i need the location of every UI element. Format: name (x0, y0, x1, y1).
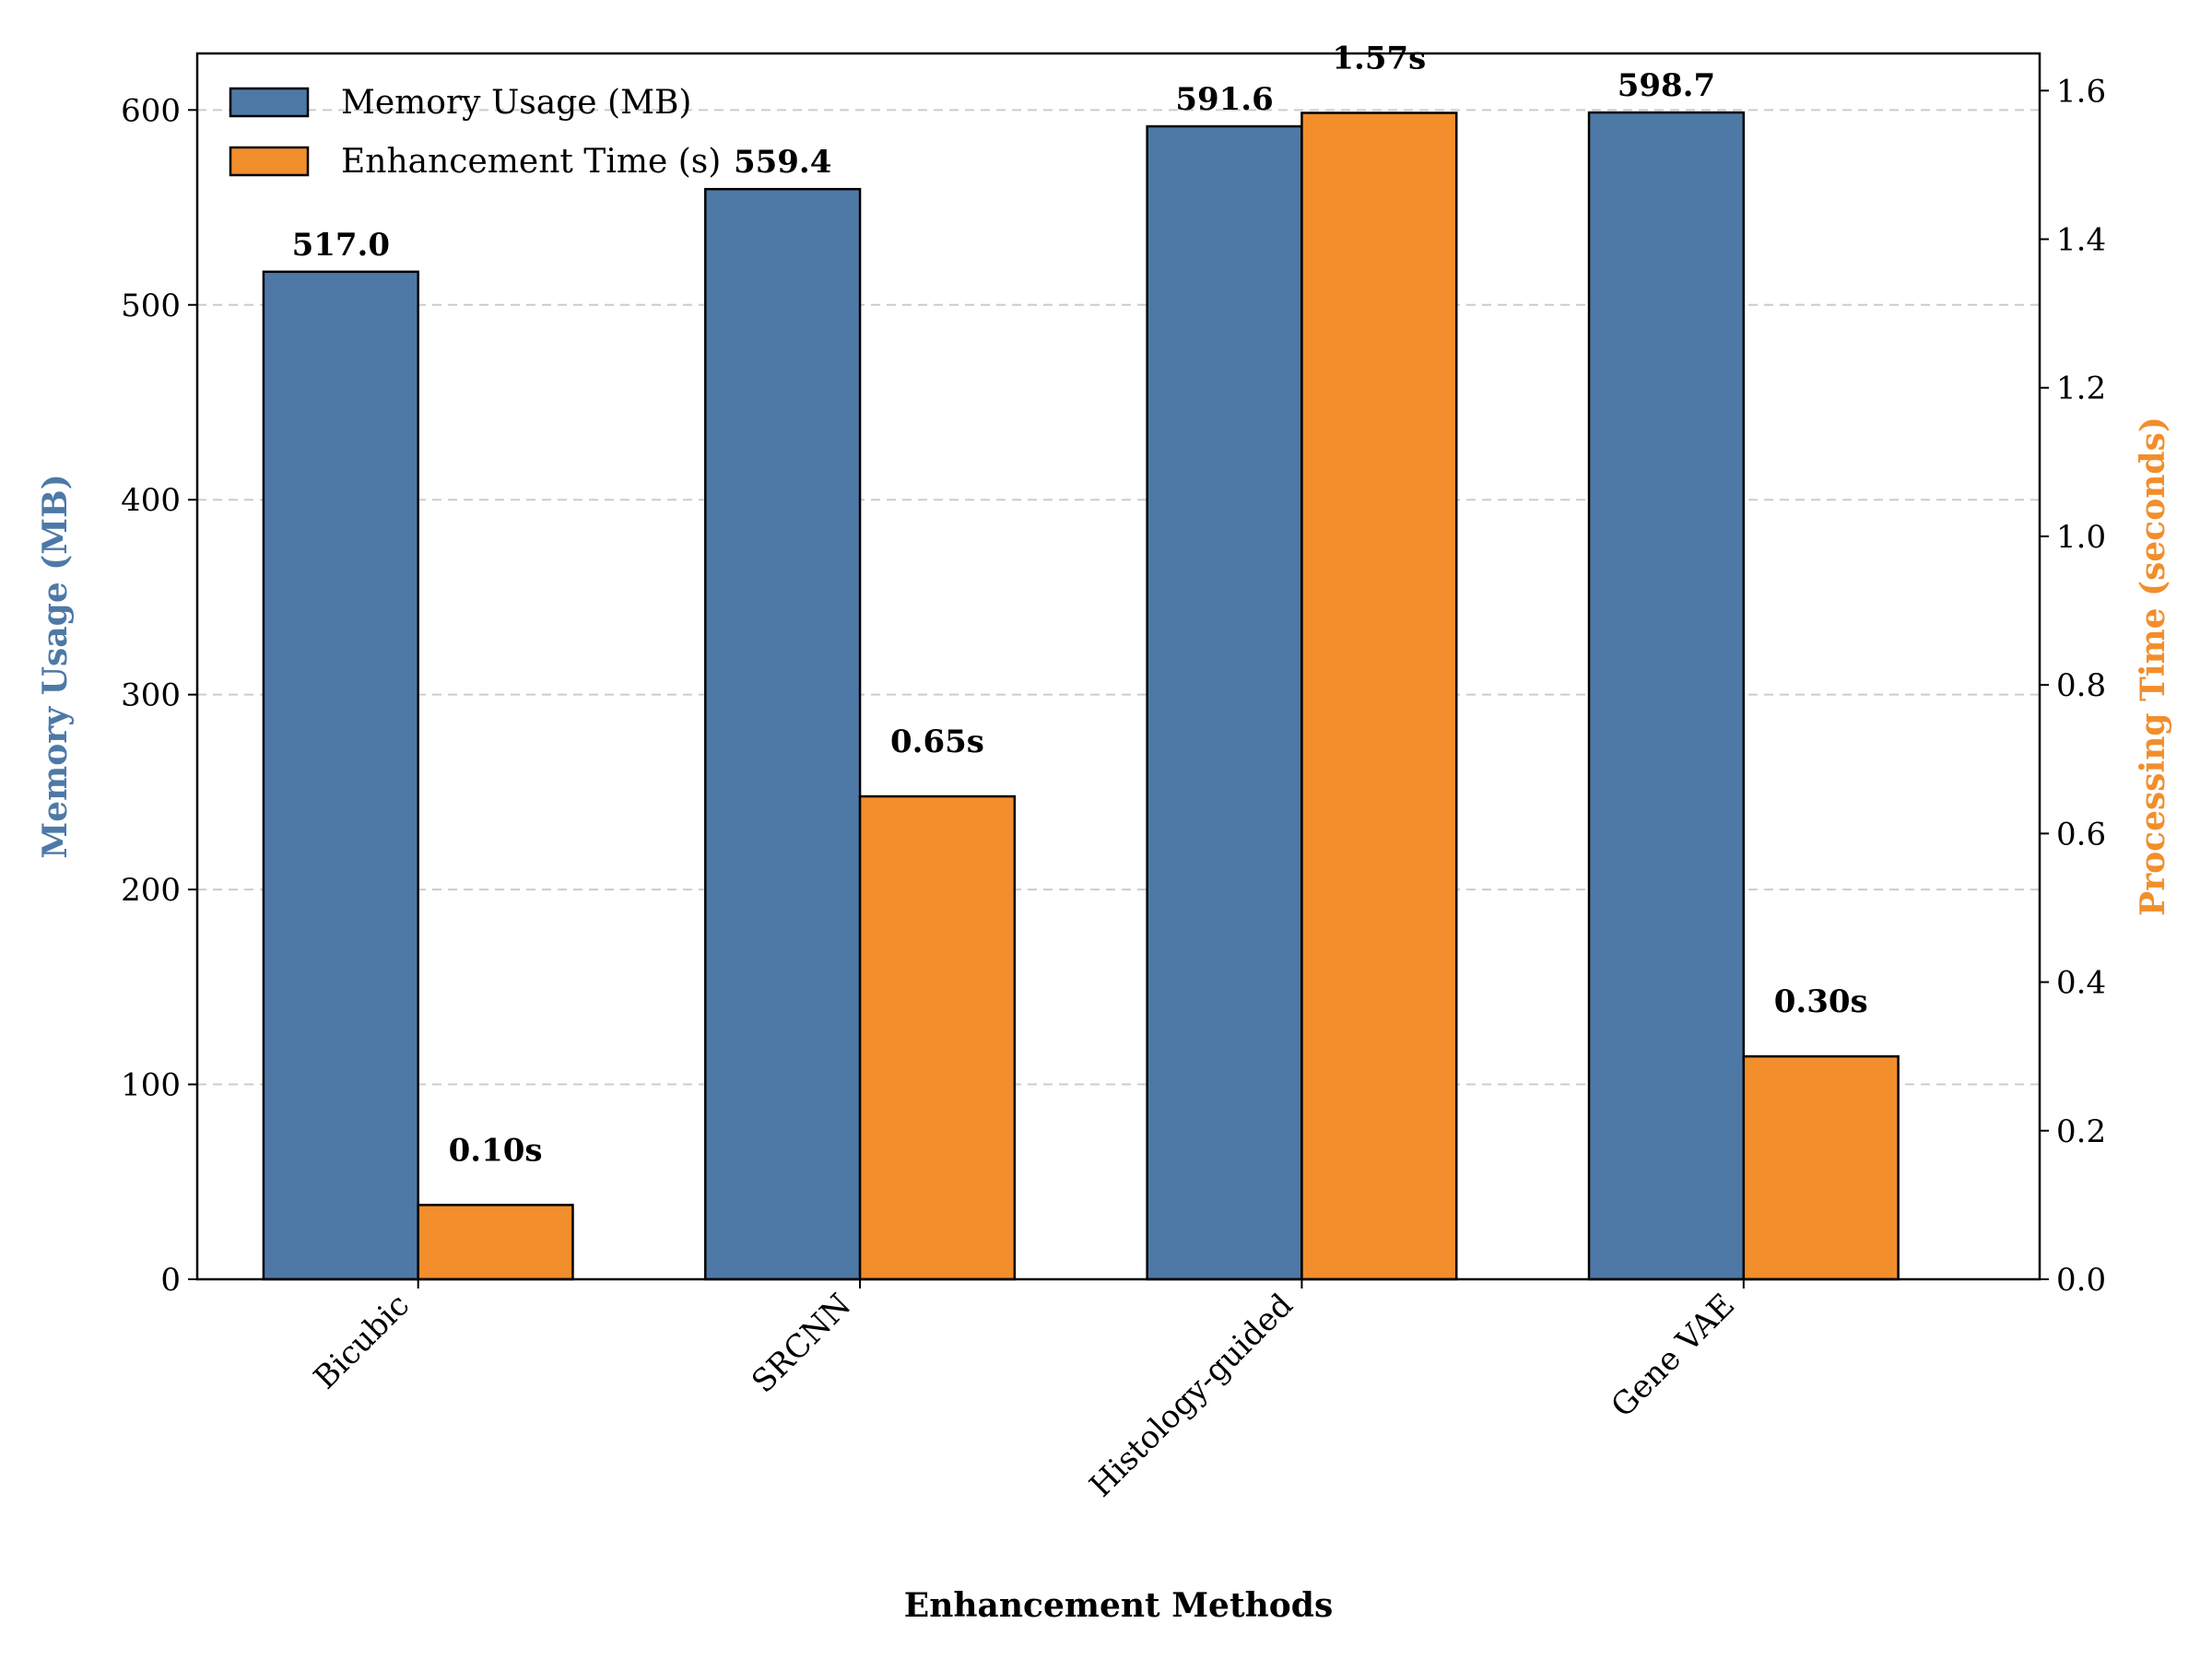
legend-label-memory: Memory Usage (MB) (341, 84, 691, 122)
time-bar (1742, 1054, 1900, 1281)
y2-tick-label: 1.4 (2056, 222, 2106, 259)
right-y-axis-title: Processing Time (seconds) (2134, 417, 2172, 916)
time-value-label: 0.10s (449, 1132, 543, 1169)
y-tick-label: 100 (121, 1067, 181, 1104)
y2-tick-label: 1.0 (2056, 519, 2106, 556)
y2-tick-label: 0.2 (2056, 1113, 2106, 1150)
y2-tick-label: 0.8 (2056, 667, 2106, 704)
memory-bar (1587, 111, 1746, 1281)
legend-swatch-memory (229, 87, 310, 118)
legend: Memory Usage (MB) Enhancement Time (s) (229, 84, 721, 181)
memory-value-label: 591.6 (1175, 81, 1273, 118)
plot-frame (195, 52, 2041, 1281)
memory-value-label: 517.0 (292, 227, 390, 264)
memory-value-label: 559.4 (734, 144, 831, 181)
left-y-axis-title: Memory Usage (MB) (36, 474, 75, 858)
memory-bar (262, 270, 419, 1281)
memory-bar (704, 187, 862, 1281)
y2-tick-label: 1.6 (2056, 73, 2106, 110)
left-axis-ticks: 0 100 200 300 400 500 600 (121, 92, 197, 1299)
time-value-label: 1.57s (1332, 40, 1426, 76)
time-value-label: 0.30s (1774, 983, 1868, 1020)
memory-value-label: 598.7 (1618, 67, 1715, 104)
time-value-label: 0.65s (890, 724, 984, 760)
y2-tick-label: 0.6 (2056, 816, 2106, 853)
y-tick-label: 0 (160, 1262, 181, 1299)
time-bar (417, 1204, 574, 1281)
legend-swatch-time (229, 146, 310, 177)
bars-group (262, 111, 1900, 1281)
y-tick-label: 500 (121, 288, 181, 324)
y-tick-label: 200 (121, 872, 181, 909)
y2-tick-label: 0.0 (2056, 1262, 2106, 1299)
memory-bar (1146, 124, 1303, 1281)
bar-value-labels: 517.0 0.10s 559.4 0.65s 591.6 1.57s 598.7 0.30s (292, 40, 1868, 1169)
legend-label-time: Enhancement Time (s) (341, 143, 721, 181)
y-tick-label: 600 (121, 92, 181, 129)
x-axis-title: Enhancement Methods (904, 1586, 1333, 1625)
y-tick-label: 300 (121, 677, 181, 714)
y2-tick-label: 0.4 (2056, 965, 2106, 1002)
time-bar (1300, 112, 1458, 1281)
y2-tick-label: 1.2 (2056, 371, 2106, 407)
y-tick-label: 400 (121, 482, 181, 519)
right-axis-ticks: 0.0 0.2 0.4 0.6 0.8 1.0 1.2 1.4 1.6 (2040, 73, 2106, 1299)
time-bar (858, 794, 1017, 1281)
